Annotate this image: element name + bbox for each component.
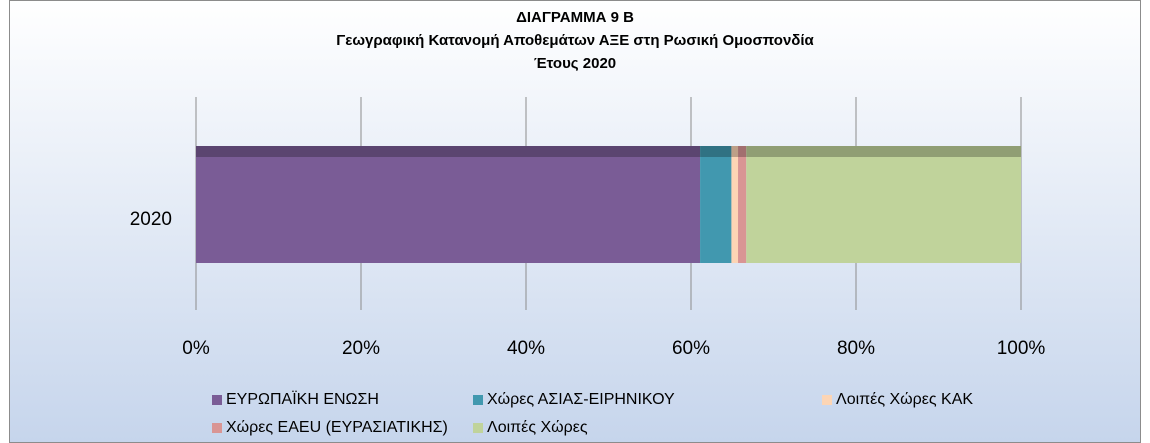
title-line: Γεωγραφική Κατανομή Αποθεμάτων ΑΞΕ στη Ρ…	[336, 32, 814, 49]
legend-swatch	[822, 395, 832, 405]
bar	[700, 146, 732, 263]
title-line: ΔΙΑΓΡΑΜΜΑ 9 Β	[516, 9, 634, 26]
legend-swatch	[212, 423, 222, 433]
x-tick-label: 80%	[837, 338, 875, 359]
bar-top	[700, 146, 732, 157]
bar	[746, 146, 1021, 263]
bar-top	[738, 146, 747, 157]
legend-label: ΕΥΡΩΠΑΪΚΗ ΕΝΩΣΗ	[226, 390, 379, 408]
x-tick-label: 100%	[997, 338, 1046, 359]
bar	[196, 146, 701, 263]
x-tick-label: 0%	[182, 338, 210, 359]
legend-swatch	[473, 423, 483, 433]
x-tick-label: 40%	[507, 338, 545, 359]
y-tick-label: 2020	[130, 209, 172, 230]
x-tick-label: 60%	[672, 338, 710, 359]
legend-label: Χώρες ΑΣΙΑΣ-ΕΙΡΗΝΙΚΟΥ	[487, 391, 675, 408]
bar-top	[746, 146, 1021, 157]
title-line: Έτους 2020	[534, 55, 616, 72]
bar-top	[196, 146, 701, 157]
bar	[731, 146, 739, 263]
legend-label: Χώρες ΕΑΕU (ΕΥΡΑΣΙΑΤΙΚΗΣ)	[226, 419, 448, 436]
bar-top	[731, 146, 739, 157]
chart-title: ΔΙΑΓΡΑΜΜΑ 9 Β Γεωγραφική Κατανομή Αποθεμά…	[336, 9, 814, 72]
bar	[738, 146, 747, 263]
legend-label: Λοιπές Χώρες	[487, 419, 588, 436]
legend-swatch	[212, 395, 222, 405]
legend-label: Λοιπές Χώρες ΚΑΚ	[836, 391, 973, 408]
legend-swatch	[473, 395, 483, 405]
x-tick-label: 20%	[342, 338, 380, 359]
